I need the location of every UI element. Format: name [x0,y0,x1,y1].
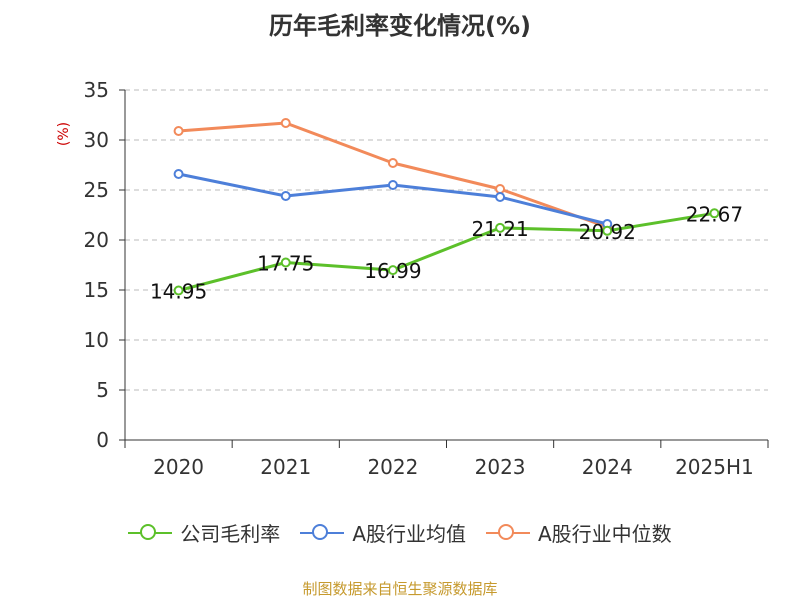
y-tick-label: 25 [84,178,109,202]
legend-label-industry-median: A股行业中位数 [538,522,672,546]
data-point-0 [387,265,398,276]
data-source-note: 制图数据来自恒生聚源数据库 [302,580,498,598]
data-point-1 [495,192,506,202]
legend-swatch-industry-median [486,523,530,543]
legend-swatch-company [128,523,173,543]
data-point-0 [495,222,506,233]
data-point-1 [173,169,184,179]
data-point-0 [602,225,613,236]
chart-title: 历年毛利率变化情况(%) [269,12,531,40]
y-tick-label: 30 [84,128,109,152]
data-point-2 [387,158,398,168]
x-tick-label: 2022 [367,455,418,479]
data-label: 14.95 [150,280,207,304]
legend-item-industry-median[interactable]: A股行业中位数 [486,518,672,547]
y-tick-label: 35 [84,78,109,102]
y-tick-label: 20 [84,228,109,252]
data-label: 16.99 [364,259,421,283]
legend-item-company[interactable]: 公司毛利率 [128,518,280,547]
y-tick-label: 15 [84,278,109,302]
y-tick-label: 10 [84,328,109,352]
data-label: 20.92 [579,220,636,244]
data-label: 17.75 [257,252,314,276]
data-point-0 [173,285,184,296]
data-point-2 [495,184,506,194]
data-point-1 [280,191,291,201]
legend: 公司毛利率 A股行业均值 A股行业中位数 [0,518,800,547]
legend-label-company: 公司毛利率 [180,522,281,546]
data-point-0 [709,208,720,219]
legend-swatch-industry-mean [300,523,345,543]
legend-item-industry-mean[interactable]: A股行业均值 [300,518,466,547]
data-label: 22.67 [686,202,743,226]
legend-label-industry-mean: A股行业均值 [352,522,466,546]
data-point-2 [280,118,291,128]
data-point-2 [173,126,184,136]
y-tick-label: 0 [96,428,109,452]
x-tick-label: 2020 [153,455,204,479]
data-point-1 [387,180,398,190]
x-tick-label: 2024 [582,455,633,479]
y-tick-label: 5 [96,378,109,402]
x-tick-label: 2023 [475,455,526,479]
series-line-2 [178,121,608,229]
x-tick-label: 2025H1 [675,455,754,479]
data-point-0 [280,257,291,268]
series-line-0 [178,211,715,292]
x-tick-label: 2021 [260,455,311,479]
data-label: 21.21 [471,217,528,241]
